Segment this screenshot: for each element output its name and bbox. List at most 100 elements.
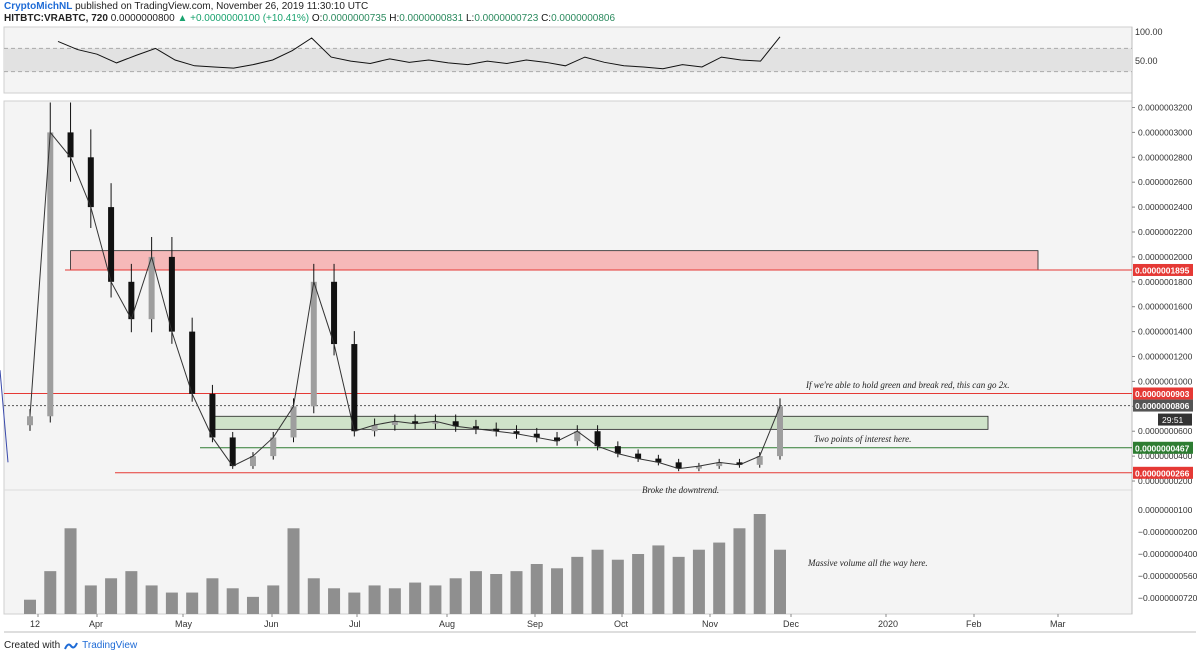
price-level-tag: [1133, 399, 1193, 412]
volume-bar: [652, 545, 665, 614]
downtrend-line[interactable]: [0, 370, 9, 463]
candle-body: [290, 406, 297, 438]
volume-bar: [287, 528, 300, 614]
rsi-band: [4, 48, 1132, 72]
time-tick-label: Sep: [527, 619, 543, 629]
volume-bar: [307, 578, 320, 614]
candle-body: [533, 433, 540, 438]
volume-bar: [510, 571, 523, 614]
candle-body: [229, 437, 236, 467]
candle-body: [716, 462, 723, 467]
price-tick-label: 0.0000001200: [1138, 352, 1193, 362]
price-tick-label: 0.0000000200: [1138, 476, 1193, 486]
price-tick-label: 0.0000003200: [1138, 102, 1193, 112]
price-tick-label: 0.0000001400: [1138, 327, 1193, 337]
candle-body: [614, 446, 621, 454]
annotation-text: Two points of interest here.: [814, 434, 911, 444]
candle-body: [189, 331, 196, 394]
price-tick-label: 0.0000002800: [1138, 152, 1193, 162]
candle-body: [513, 431, 520, 434]
candle-body: [493, 428, 500, 432]
volume-bar: [774, 549, 786, 614]
candle-body: [432, 421, 439, 424]
tradingview-brand[interactable]: TradingView: [82, 640, 138, 651]
volume-bar: [165, 592, 178, 614]
volume-bar: [186, 592, 199, 614]
time-tick-label: Mar: [1050, 619, 1066, 629]
price-tick-label: 0.0000001600: [1138, 302, 1193, 312]
volume-bar: [449, 578, 462, 614]
price-level-tag: [1133, 263, 1193, 276]
candle-body: [351, 344, 358, 432]
volume-bar: [348, 592, 361, 614]
price-level-label: 0.0000000806: [1135, 401, 1190, 411]
publish-info: published on TradingView.com, November 2…: [75, 1, 369, 12]
candle-body: [472, 426, 479, 429]
volume-bar: [145, 585, 158, 614]
low-value: 0.0000000723: [474, 13, 539, 24]
candle-body: [27, 416, 33, 426]
tradingview-logo-icon: [64, 642, 79, 649]
close-value: 0.0000000806: [551, 13, 616, 24]
candle-body: [777, 406, 783, 457]
price-tick-label: 0.0000002200: [1138, 227, 1193, 237]
volume-tick-label: −0.0000000720: [1138, 593, 1198, 603]
price-close-line: [29, 131, 781, 470]
candle-body: [452, 421, 459, 427]
time-tick-label: May: [175, 619, 193, 629]
volume-bar: [206, 578, 219, 614]
price-tick-label: 0.0000003000: [1138, 127, 1193, 137]
price-tick-label: 0.0000002600: [1138, 177, 1193, 187]
rsi-tick-label: 100.00: [1135, 27, 1163, 37]
candle-body: [391, 421, 398, 425]
candle-body: [331, 281, 338, 345]
volume-bar: [611, 559, 624, 614]
high-label: H:: [389, 13, 400, 24]
candle-body: [412, 421, 419, 424]
rsi-tick-label: 50.00: [1135, 56, 1158, 66]
volume-bar: [551, 568, 564, 614]
author-name[interactable]: CryptoMichNL: [4, 1, 73, 12]
price-level-tag: [1133, 441, 1193, 454]
volume-bar: [388, 588, 401, 614]
close-label: C:: [541, 13, 552, 24]
candle-body: [310, 281, 317, 407]
volume-bar: [469, 571, 482, 614]
chart-header: CryptoMichNL published on TradingView.co…: [4, 1, 615, 25]
candle-body: [108, 207, 115, 282]
price-panel-background: [3, 100, 1133, 615]
last-price: 0.0000000800: [110, 13, 175, 24]
candle-body: [249, 456, 256, 467]
time-tick-label: Feb: [966, 619, 982, 629]
countdown-tag: [1158, 413, 1192, 426]
volume-tick-label: −0.0000000400: [1138, 549, 1198, 559]
volume-bar: [530, 564, 543, 614]
time-tick-label: Dec: [783, 619, 800, 629]
time-tick-label: Aug: [439, 619, 455, 629]
annotation-text: Broke the downtrend.: [642, 485, 719, 495]
volume-tick-label: −0.0000000200: [1138, 527, 1198, 537]
volume-bar: [246, 596, 259, 614]
annotation-text: Massive volume all the way here.: [807, 558, 928, 568]
price-tick-label: 0.0000001000: [1138, 376, 1193, 386]
volume-bar: [571, 556, 584, 614]
volume-bar: [328, 588, 341, 614]
candle-body: [635, 453, 642, 459]
volume-bar: [490, 574, 503, 614]
price-level-tag: [1133, 466, 1193, 479]
candle-body: [47, 132, 54, 417]
price-tick-label: 0.0000002000: [1138, 252, 1193, 262]
candle-body: [655, 458, 662, 463]
volume-bar: [24, 599, 36, 614]
created-with-label: Created with: [4, 640, 61, 651]
volume-bar: [44, 571, 57, 614]
volume-bar: [84, 585, 97, 614]
time-tick-label: Nov: [702, 619, 719, 629]
price-change: +0.0000000100 (+10.41%): [190, 13, 310, 24]
candle-body: [128, 281, 135, 320]
time-tick-label: Apr: [89, 619, 103, 629]
volume-bar: [368, 585, 381, 614]
high-value: 0.0000000831: [399, 13, 464, 24]
price-tick-label: 0.0000000600: [1138, 426, 1193, 436]
